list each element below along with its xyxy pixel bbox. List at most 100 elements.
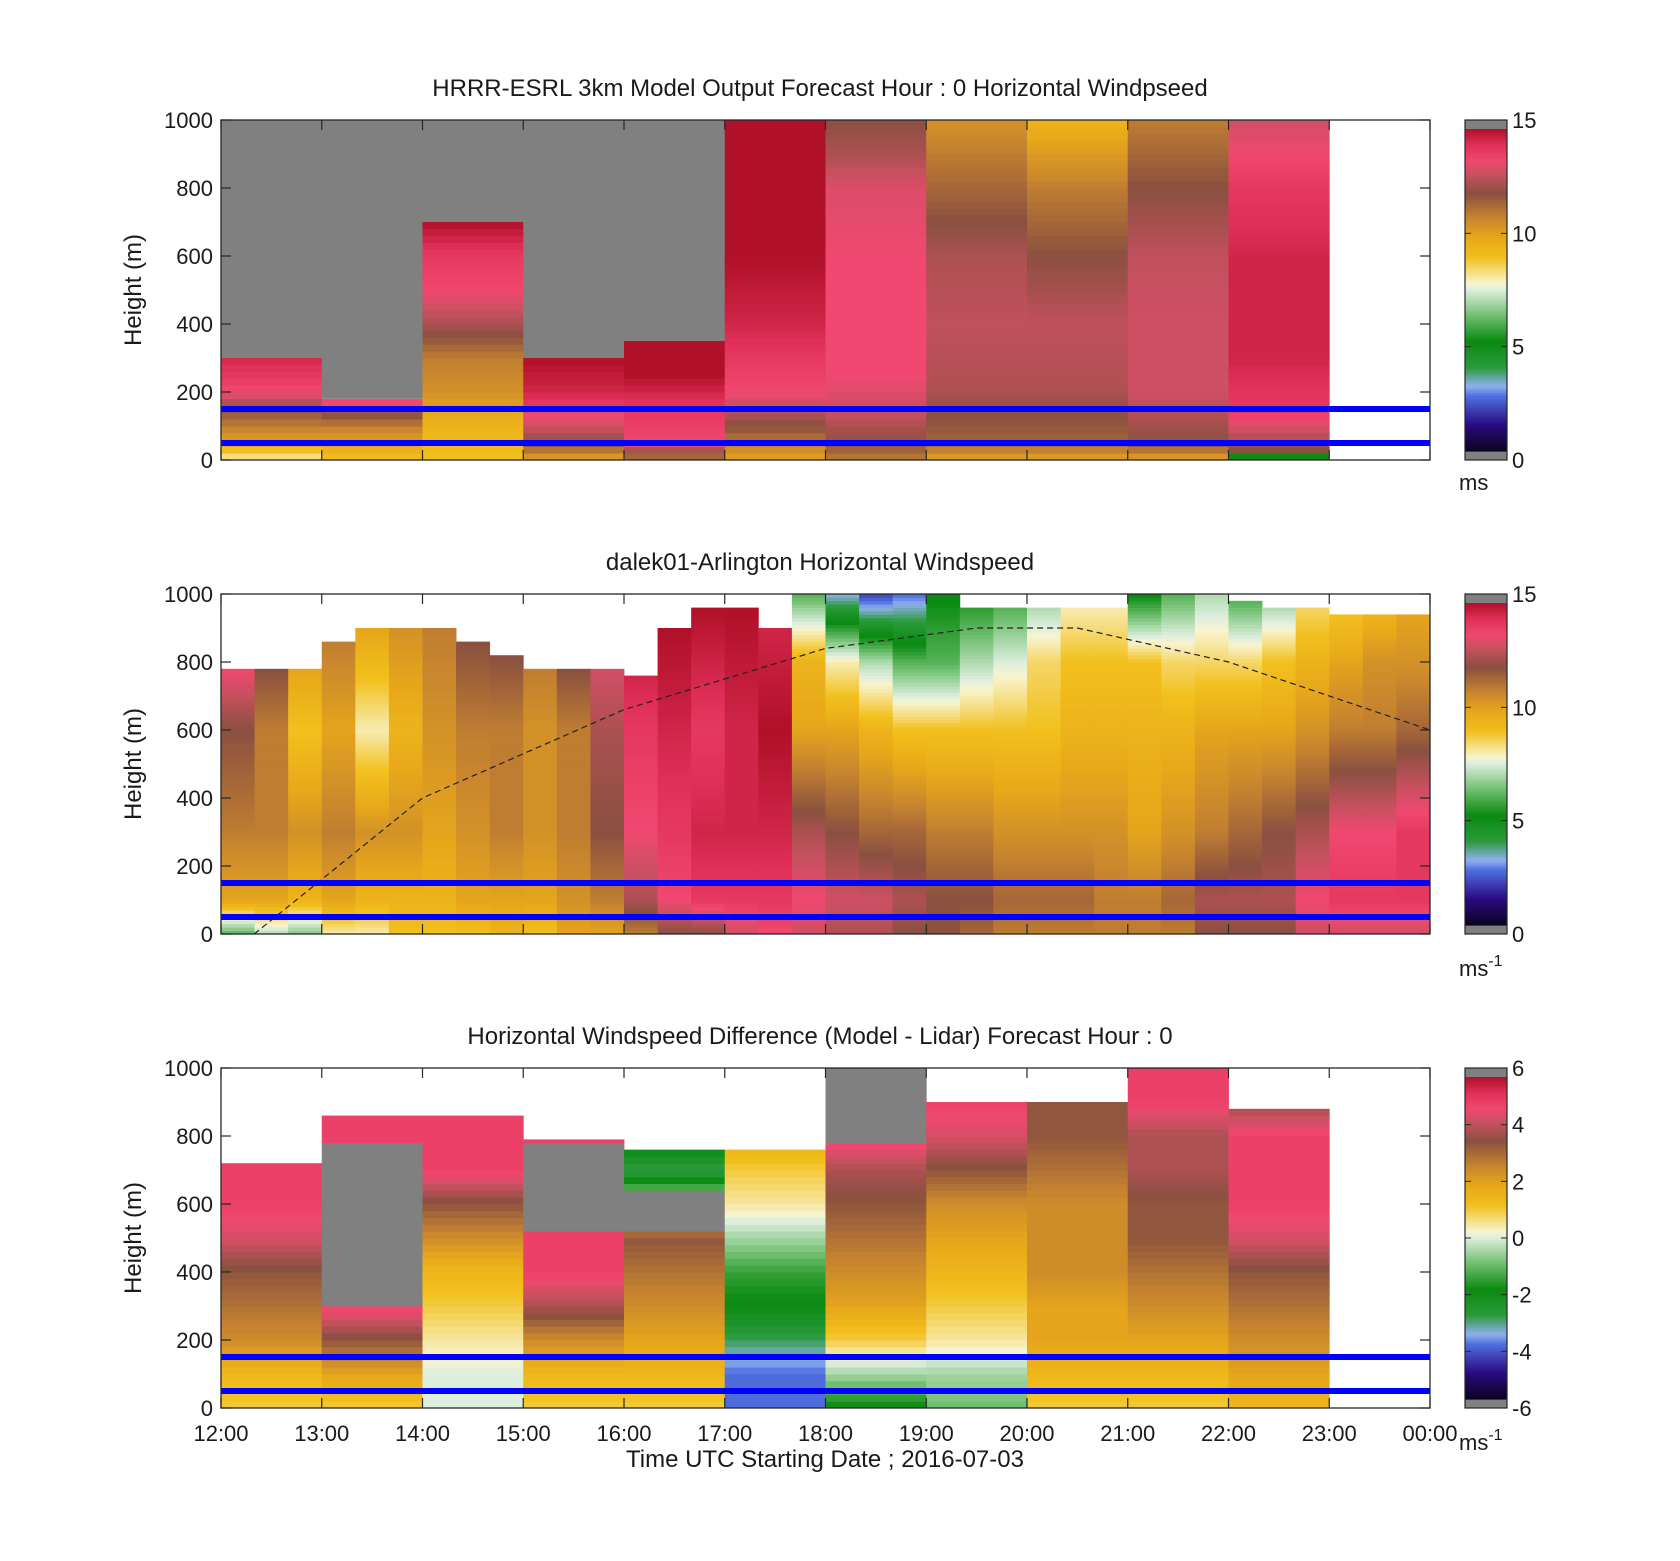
- heatmap-cell: [1027, 208, 1129, 216]
- heatmap-cell: [321, 1346, 423, 1354]
- heatmap-cell: [489, 723, 524, 727]
- heatmap-cell: [1161, 774, 1196, 778]
- heatmap-cell: [1228, 872, 1263, 877]
- heatmap-cell: [523, 1170, 625, 1178]
- heatmap-cell: [724, 1401, 826, 1409]
- heatmap-cell: [422, 1204, 524, 1212]
- heatmap-cell: [221, 453, 323, 461]
- heatmap-cell: [657, 723, 692, 727]
- heatmap-cell: [724, 634, 759, 639]
- heatmap-cell: [859, 923, 894, 928]
- heatmap-cell: [791, 713, 826, 717]
- heatmap-cell: [489, 679, 524, 683]
- heatmap-cell: [1228, 120, 1330, 128]
- heatmap-cell: [1262, 689, 1297, 693]
- colorbar-segment: [1465, 1253, 1507, 1256]
- heatmap-cell: [388, 672, 423, 676]
- heatmap-cell: [825, 1292, 927, 1300]
- heatmap-cell: [959, 679, 994, 683]
- heatmap-cell: [1060, 611, 1095, 615]
- heatmap-cell: [791, 825, 826, 829]
- heatmap-cell: [1027, 337, 1129, 345]
- heatmap-cell: [926, 1333, 1028, 1341]
- heatmap-cell: [1228, 324, 1330, 332]
- heatmap-cell: [1161, 645, 1196, 649]
- heatmap-cell: [926, 869, 961, 874]
- heatmap-cell: [825, 872, 860, 877]
- heatmap-cell: [892, 655, 927, 659]
- heatmap-cell: [254, 743, 289, 748]
- heatmap-cell: [1161, 930, 1196, 935]
- heatmap-cell: [1228, 378, 1330, 386]
- heatmap-cell: [288, 706, 323, 710]
- heatmap-cell: [791, 604, 826, 608]
- colorbar-segment: [1465, 708, 1507, 711]
- heatmap-cell: [825, 743, 860, 748]
- heatmap-cell: [556, 747, 591, 751]
- heatmap-cell: [422, 682, 457, 687]
- heatmap-cell: [1228, 256, 1330, 264]
- heatmap-cell: [791, 852, 826, 857]
- heatmap-cell: [1094, 872, 1129, 877]
- colorbar-segment: [1465, 382, 1507, 386]
- heatmap-cell: [624, 392, 726, 400]
- heatmap-cell: [1027, 798, 1061, 802]
- heatmap-cell: [825, 1258, 927, 1266]
- heatmap-cell: [1262, 774, 1297, 778]
- heatmap-cell: [724, 726, 759, 731]
- heatmap-cell: [221, 842, 255, 846]
- heatmap-cell: [321, 716, 356, 721]
- heatmap-cell: [422, 845, 457, 850]
- heatmap-cell: [321, 412, 423, 420]
- heatmap-cell: [1362, 628, 1397, 632]
- heatmap-cell: [321, 930, 356, 935]
- heatmap-cell: [523, 855, 558, 860]
- heatmap-cell: [1295, 845, 1330, 850]
- missing-data-cell: [321, 120, 423, 399]
- heatmap-cell: [1228, 419, 1330, 427]
- heatmap-cell: [1060, 811, 1095, 816]
- heatmap-cell: [758, 855, 793, 860]
- heatmap-cell: [1396, 716, 1431, 721]
- heatmap-cell: [456, 842, 491, 846]
- heatmap-cell: [859, 791, 894, 795]
- heatmap-cell: [254, 852, 289, 857]
- heatmap-cell: [825, 889, 860, 894]
- heatmap-cell: [724, 855, 759, 860]
- colorbar-segment: [1465, 639, 1507, 643]
- heatmap-cell: [321, 432, 423, 440]
- heatmap-cell: [959, 631, 994, 636]
- heatmap-cell: [1094, 750, 1129, 755]
- heatmap-cell: [859, 852, 894, 857]
- heatmap-cell: [388, 675, 423, 680]
- heatmap-cell: [422, 262, 524, 270]
- heatmap-cell: [1228, 730, 1263, 734]
- heatmap-cell: [724, 791, 759, 795]
- heatmap-cell: [892, 876, 927, 880]
- heatmap-cell: [1295, 655, 1330, 659]
- heatmap-cell: [288, 910, 323, 914]
- heatmap-cell: [1194, 628, 1229, 632]
- heatmap-cell: [221, 716, 255, 721]
- heatmap-cell: [1060, 855, 1095, 860]
- heatmap-cell: [1027, 269, 1129, 277]
- heatmap-cell: [1228, 249, 1330, 257]
- heatmap-cell: [422, 324, 524, 332]
- heatmap-cell: [1228, 1190, 1330, 1198]
- heatmap-cell: [825, 614, 860, 619]
- heatmap-cell: [657, 893, 692, 897]
- heatmap-cell: [859, 774, 894, 778]
- heatmap-cell: [657, 777, 692, 782]
- colorbar-segment: [1465, 257, 1507, 261]
- heatmap-cell: [1060, 651, 1095, 656]
- heatmap-cell: [221, 378, 323, 386]
- heatmap-cell: [489, 747, 524, 751]
- heatmap-cell: [1228, 645, 1263, 649]
- heatmap-cell: [1094, 753, 1129, 758]
- heatmap-cell: [1295, 651, 1330, 656]
- heatmap-cell: [1027, 764, 1061, 768]
- heatmap-cell: [993, 923, 1028, 928]
- heatmap-cell: [321, 815, 356, 819]
- colorbar-segment: [1465, 864, 1507, 868]
- heatmap-cell: [422, 1272, 524, 1280]
